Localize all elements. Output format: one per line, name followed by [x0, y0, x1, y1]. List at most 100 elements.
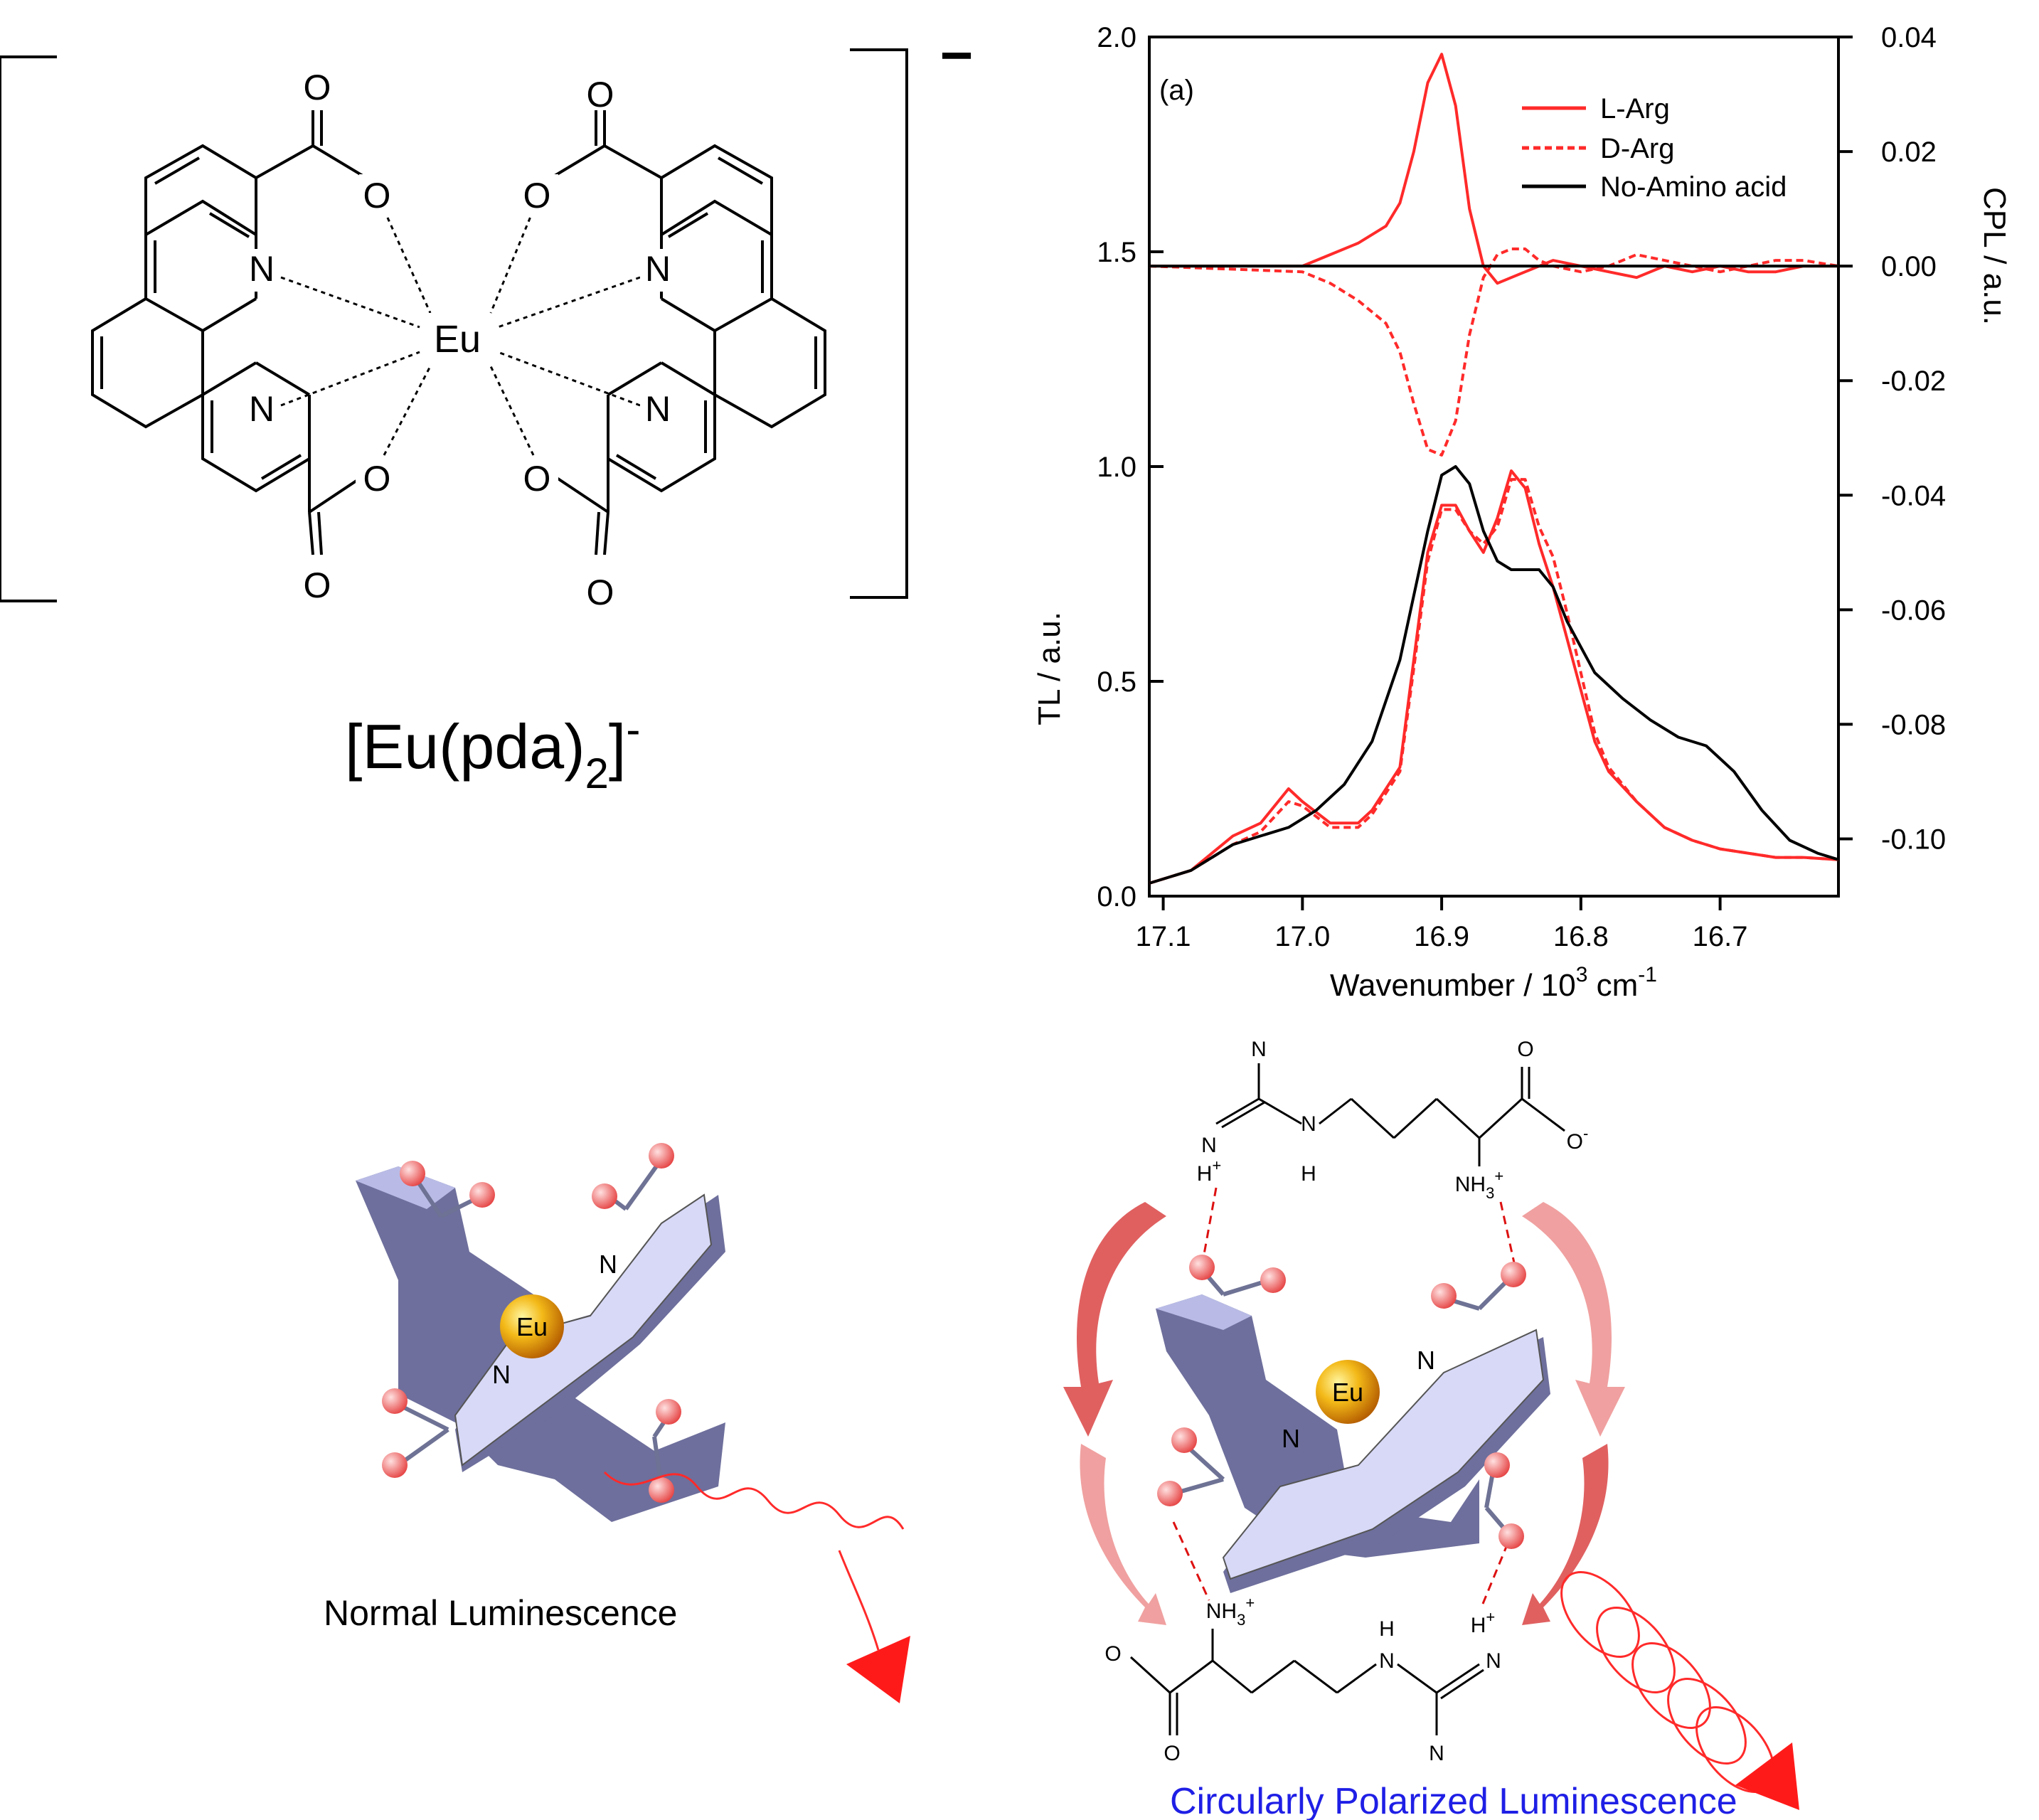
rotation-arrow-bottom-left — [1080, 1444, 1166, 1625]
tl-series-layer — [1149, 465, 1839, 885]
legend-label-no-amino-acid: No-Amino acid — [1600, 171, 1787, 203]
oxygen-atom — [592, 1183, 617, 1209]
oxygen-atom — [382, 1452, 408, 1478]
bottom-arg-o: O — [1104, 1642, 1121, 1666]
atom-n: N — [1282, 1424, 1300, 1453]
cpl-line-d-arg — [1149, 248, 1839, 457]
atom-eu: Eu — [434, 318, 481, 361]
oxygen-atom — [649, 1143, 674, 1169]
y-right-tick-label: -0.10 — [1881, 824, 1946, 855]
left-y-axis: 0.0 0.5 1.0 1.5 2.0 — [1097, 22, 1164, 912]
europium-label: Eu — [1332, 1378, 1363, 1407]
y-right-tick-label: 0.00 — [1881, 251, 1937, 282]
top-arg-n: N — [1201, 1134, 1217, 1157]
oxygen-atom — [1431, 1283, 1457, 1309]
cpl-series-layer — [1149, 53, 1839, 457]
tl-line-d-arg — [1149, 478, 1839, 885]
atom-o: O — [523, 459, 551, 499]
normal-luminescence-caption: Normal Luminescence — [324, 1593, 677, 1633]
y-left-tick-label: 1.0 — [1097, 452, 1136, 483]
oxygen-atom — [1484, 1452, 1510, 1478]
y-axis-right-label: CPL / a.u. — [1977, 187, 2012, 325]
y-left-tick-label: 1.5 — [1097, 237, 1136, 268]
y-axis-left-label: TL / a.u. — [1032, 612, 1067, 725]
cpl-caption: Circularly Polarized Luminescence — [1170, 1781, 1737, 1820]
eu-pda-atom-labels: O O O O O O O O N N N N Eu − — [242, 23, 973, 612]
atom-n: N — [645, 249, 671, 289]
tl-cpl-chart: 0.0 0.5 1.0 1.5 2.0 -0.10 -0.08 -0.06 -0.04 -0.0… — [1032, 22, 2012, 1003]
x-tick-label: 16.8 — [1553, 921, 1609, 952]
x-axis-label: Wavenumber / 103 cm-1 — [1330, 963, 1657, 1003]
oxygen-atom — [1501, 1262, 1526, 1287]
rotation-arrow-top-left — [1063, 1202, 1166, 1437]
atom-o: O — [587, 573, 614, 612]
tl-line-no-amino-acid — [1149, 465, 1839, 885]
legend-label-l-arg: L-Arg — [1600, 93, 1670, 124]
top-arg-nh-h: H — [1301, 1162, 1316, 1186]
oxygen-atom — [400, 1161, 425, 1186]
oxygen-atom — [656, 1399, 681, 1425]
oxygen-atom — [382, 1388, 408, 1414]
oxygen-spheres — [382, 1143, 681, 1503]
cpl-emission-arrowhead — [1735, 1742, 1799, 1810]
atom-n: N — [492, 1360, 511, 1389]
atom-n: N — [249, 389, 275, 429]
top-arg-nh3: NH3+ — [1455, 1167, 1503, 1202]
x-tick-label: 17.0 — [1274, 921, 1330, 952]
bottom-arg-h: H — [1379, 1617, 1395, 1641]
bottom-arg-n: N — [1429, 1742, 1444, 1765]
cpl-line-l-arg — [1149, 53, 1838, 285]
rotation-arrow-top-right — [1522, 1202, 1625, 1437]
oxygen-atom — [649, 1477, 674, 1503]
legend: L-Arg D-Arg No-Amino acid — [1522, 93, 1787, 203]
ligand-back-slab — [1156, 1294, 1479, 1558]
left-bracket — [0, 55, 57, 602]
oxygen-atom — [1189, 1255, 1215, 1280]
y-right-tick-label: 0.04 — [1881, 22, 1937, 53]
legend-label-d-arg: D-Arg — [1600, 133, 1674, 164]
cpl-panel: N N H+ N H O O- NH3+ N N Eu — [1063, 1038, 1799, 1820]
y-right-tick-label: 0.02 — [1881, 137, 1937, 168]
oxygen-atom — [1171, 1427, 1197, 1453]
tl-line-l-arg — [1149, 469, 1839, 885]
top-arg-h-plus: H+ — [1197, 1156, 1222, 1186]
y-left-tick-label: 2.0 — [1097, 22, 1136, 53]
normal-luminescence-panel: N N Eu — [324, 1143, 910, 1703]
top-arg-n: N — [1251, 1038, 1267, 1061]
x-axis: 17.1 17.0 16.9 16.8 16.7 — [1136, 896, 1748, 952]
atom-n: N — [249, 249, 275, 289]
x-tick-label: 17.1 — [1136, 921, 1191, 952]
bottom-arg-o: O — [1164, 1742, 1180, 1765]
ligand-back-slab-top — [1156, 1294, 1252, 1330]
oxygen-atom — [1157, 1481, 1183, 1506]
y-left-tick-label: 0.5 — [1097, 666, 1136, 698]
europium-ion — [500, 1294, 564, 1358]
atom-n: N — [1417, 1346, 1435, 1375]
y-right-tick-label: -0.08 — [1881, 709, 1946, 740]
right-bracket — [850, 48, 908, 599]
oxygen-atom — [1260, 1267, 1286, 1293]
bottom-arg-n: N — [1486, 1649, 1501, 1673]
oxygen-spheres — [1157, 1255, 1526, 1549]
bottom-arg-h-plus: H+ — [1471, 1608, 1496, 1637]
europium-label: Eu — [516, 1312, 548, 1341]
top-arginine — [1215, 1063, 1565, 1166]
emission-wave — [603, 1471, 905, 1530]
emission-arrowhead — [846, 1636, 910, 1703]
y-right-tick-label: -0.04 — [1881, 480, 1946, 511]
y-right-tick-label: -0.02 — [1881, 366, 1946, 397]
complex-charge: − — [940, 23, 974, 87]
atom-o: O — [523, 176, 551, 215]
hydrogen-bonds — [1172, 1187, 1516, 1605]
panel-label: (a) — [1159, 75, 1194, 106]
ligand-front-slab — [1222, 1329, 1545, 1580]
atom-o: O — [587, 75, 614, 115]
cpl-emission-spiral — [1560, 1571, 1775, 1793]
y-left-tick-label: 0.0 — [1097, 881, 1136, 912]
top-arg-o: O — [1517, 1038, 1533, 1061]
atom-o: O — [363, 176, 391, 215]
bottom-arg-n: N — [1379, 1649, 1395, 1673]
y-right-tick-label: -0.06 — [1881, 595, 1946, 626]
bottom-arginine — [1129, 1629, 1484, 1735]
